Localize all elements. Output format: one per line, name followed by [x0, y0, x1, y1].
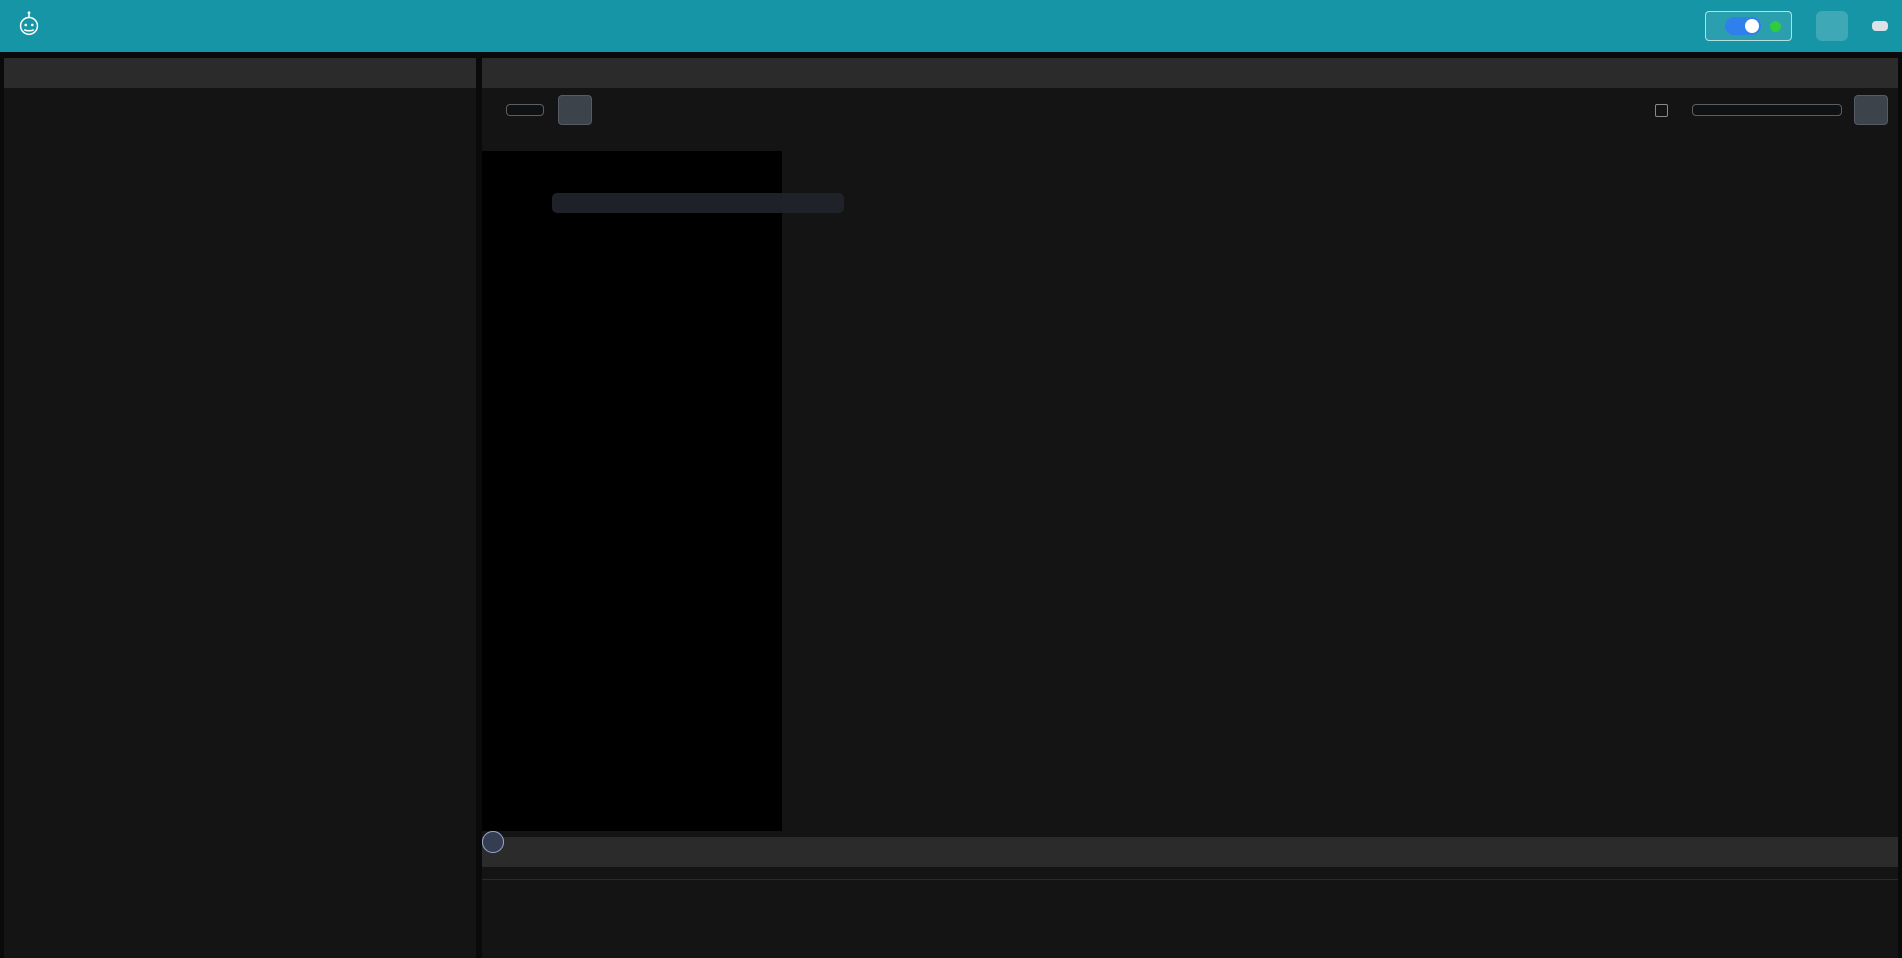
- nav-right: [1705, 11, 1888, 41]
- bot-toggle[interactable]: [1725, 17, 1761, 35]
- multi-pane-title: [4, 58, 476, 88]
- plot-settings-button[interactable]: [1854, 95, 1888, 125]
- multi-pane-panel: [4, 58, 476, 958]
- navigator-right-handle[interactable]: [482, 831, 504, 853]
- refresh-all-button[interactable]: [1816, 11, 1848, 41]
- empty-trades-message: [482, 867, 1898, 880]
- open-trades-title: [482, 837, 1898, 867]
- price-chart-canvas[interactable]: [482, 151, 782, 831]
- main-layout: [0, 52, 1902, 958]
- freqtrade-logo-icon: [14, 9, 44, 44]
- open-trades-table: [482, 867, 1898, 880]
- plot-config-select[interactable]: [1692, 104, 1842, 116]
- chart-panel-title: [482, 58, 1898, 88]
- open-trades-section: [482, 837, 1898, 880]
- pair-select[interactable]: [506, 104, 544, 116]
- chart-area: [482, 151, 1898, 853]
- chart-toolbar: [482, 88, 1898, 129]
- heikin-ashi-checkbox[interactable]: [1655, 103, 1668, 117]
- bot-controls: [4, 88, 476, 104]
- bot-selector[interactable]: [1705, 11, 1792, 41]
- user-avatar[interactable]: [1872, 21, 1888, 31]
- open-trades-empty-row: [482, 867, 1898, 880]
- brand[interactable]: [14, 9, 54, 44]
- chart-legend: [482, 129, 1898, 151]
- tabs-row-2: [4, 108, 476, 112]
- bot-status-dot-icon: [1770, 20, 1781, 32]
- refresh-chart-button[interactable]: [558, 95, 592, 125]
- chart-toolbar-right: [1655, 95, 1888, 125]
- chart-panel: [482, 58, 1898, 958]
- nav-bar: [0, 0, 1902, 52]
